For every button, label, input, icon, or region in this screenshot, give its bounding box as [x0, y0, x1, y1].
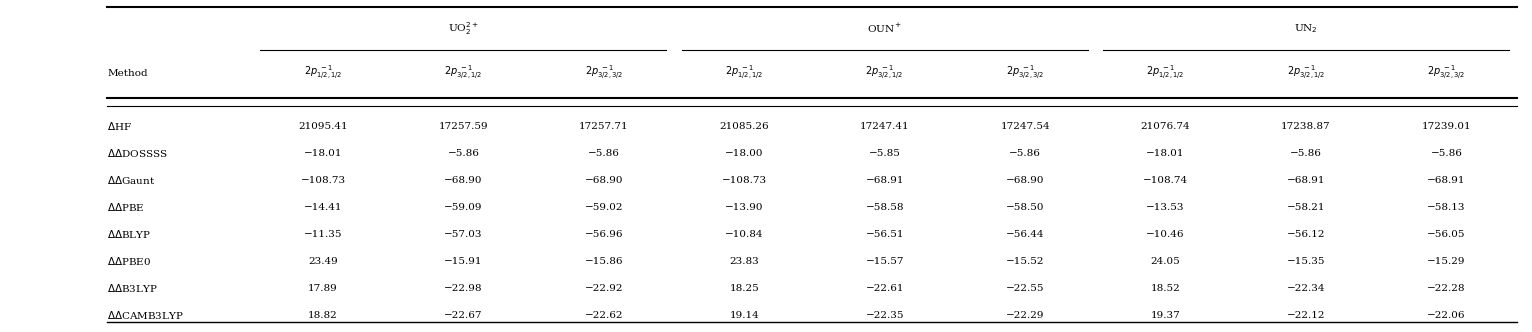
Text: −22.62: −22.62 [585, 311, 624, 320]
Text: −10.84: −10.84 [725, 230, 763, 239]
Text: −68.91: −68.91 [866, 176, 904, 185]
Text: −22.06: −22.06 [1428, 311, 1466, 320]
Text: −22.92: −22.92 [585, 284, 624, 293]
Text: 19.37: 19.37 [1151, 311, 1181, 320]
Text: −59.09: −59.09 [444, 203, 483, 212]
Text: −14.41: −14.41 [303, 203, 342, 212]
Text: 17247.41: 17247.41 [859, 122, 910, 131]
Text: −5.86: −5.86 [1290, 149, 1322, 158]
Text: −15.86: −15.86 [585, 257, 624, 266]
Text: −68.90: −68.90 [585, 176, 624, 185]
Text: −68.91: −68.91 [1428, 176, 1466, 185]
Text: −108.73: −108.73 [722, 176, 768, 185]
Text: 18.25: 18.25 [729, 284, 760, 293]
Text: −56.51: −56.51 [866, 230, 904, 239]
Text: $2p_{3/2,1/2}^{\ -1}$: $2p_{3/2,1/2}^{\ -1}$ [866, 64, 904, 82]
Text: UO$_2^{2+}$: UO$_2^{2+}$ [447, 20, 480, 37]
Text: $2p_{1/2,1/2}^{\ -1}$: $2p_{1/2,1/2}^{\ -1}$ [725, 64, 763, 82]
Text: −15.29: −15.29 [1428, 257, 1466, 266]
Text: −5.86: −5.86 [1431, 149, 1463, 158]
Text: −56.44: −56.44 [1007, 230, 1045, 239]
Text: −5.86: −5.86 [1010, 149, 1042, 158]
Text: −57.03: −57.03 [444, 230, 483, 239]
Text: −58.13: −58.13 [1428, 203, 1466, 212]
Text: −22.67: −22.67 [444, 311, 483, 320]
Text: −22.28: −22.28 [1428, 284, 1466, 293]
Text: −22.55: −22.55 [1007, 284, 1045, 293]
Text: −108.74: −108.74 [1143, 176, 1189, 185]
Text: $2p_{3/2,1/2}^{\ -1}$: $2p_{3/2,1/2}^{\ -1}$ [444, 64, 483, 82]
Text: 17257.71: 17257.71 [579, 122, 628, 131]
Text: OUN$^+$: OUN$^+$ [867, 22, 902, 35]
Text: −13.90: −13.90 [725, 203, 763, 212]
Text: −18.01: −18.01 [303, 149, 342, 158]
Text: 21076.74: 21076.74 [1141, 122, 1190, 131]
Text: −11.35: −11.35 [303, 230, 342, 239]
Text: $\Delta\Delta$PBE0: $\Delta\Delta$PBE0 [107, 255, 152, 267]
Text: $\Delta\Delta$DOSSSS: $\Delta\Delta$DOSSSS [107, 147, 169, 159]
Text: −68.90: −68.90 [1007, 176, 1045, 185]
Text: 17257.59: 17257.59 [438, 122, 489, 131]
Text: −22.98: −22.98 [444, 284, 483, 293]
Text: $\Delta\Delta$PBE: $\Delta\Delta$PBE [107, 201, 144, 213]
Text: −15.57: −15.57 [866, 257, 904, 266]
Text: −5.86: −5.86 [588, 149, 620, 158]
Text: 21085.26: 21085.26 [720, 122, 769, 131]
Text: 17.89: 17.89 [308, 284, 339, 293]
Text: $\Delta\Delta$BLYP: $\Delta\Delta$BLYP [107, 228, 152, 240]
Text: −5.86: −5.86 [447, 149, 480, 158]
Text: 17247.54: 17247.54 [1000, 122, 1049, 131]
Text: $2p_{1/2,1/2}^{\ -1}$: $2p_{1/2,1/2}^{\ -1}$ [303, 64, 342, 82]
Text: $\Delta$HF: $\Delta$HF [107, 121, 132, 132]
Text: −68.91: −68.91 [1287, 176, 1325, 185]
Text: 19.14: 19.14 [729, 311, 760, 320]
Text: −56.96: −56.96 [585, 230, 624, 239]
Text: $\Delta\Delta$B3LYP: $\Delta\Delta$B3LYP [107, 282, 158, 294]
Text: −15.35: −15.35 [1287, 257, 1325, 266]
Text: −18.01: −18.01 [1146, 149, 1184, 158]
Text: −15.91: −15.91 [444, 257, 483, 266]
Text: −22.12: −22.12 [1287, 311, 1325, 320]
Text: −22.29: −22.29 [1007, 311, 1045, 320]
Text: −22.61: −22.61 [866, 284, 904, 293]
Text: 24.05: 24.05 [1151, 257, 1181, 266]
Text: 18.82: 18.82 [308, 311, 339, 320]
Text: 21095.41: 21095.41 [299, 122, 348, 131]
Text: $2p_{3/2,3/2}^{\ -1}$: $2p_{3/2,3/2}^{\ -1}$ [1007, 64, 1045, 82]
Text: $\Delta\Delta$CAMB3LYP: $\Delta\Delta$CAMB3LYP [107, 309, 184, 321]
Text: −10.46: −10.46 [1146, 230, 1184, 239]
Text: −15.52: −15.52 [1007, 257, 1045, 266]
Text: −13.53: −13.53 [1146, 203, 1184, 212]
Text: 17239.01: 17239.01 [1422, 122, 1471, 131]
Text: $2p_{3/2,3/2}^{\ -1}$: $2p_{3/2,3/2}^{\ -1}$ [1428, 64, 1466, 82]
Text: −108.73: −108.73 [300, 176, 346, 185]
Text: −68.90: −68.90 [444, 176, 483, 185]
Text: $2p_{3/2,3/2}^{\ -1}$: $2p_{3/2,3/2}^{\ -1}$ [585, 64, 624, 82]
Text: 23.49: 23.49 [308, 257, 339, 266]
Text: −58.58: −58.58 [866, 203, 904, 212]
Text: −58.21: −58.21 [1287, 203, 1325, 212]
Text: $2p_{3/2,1/2}^{\ -1}$: $2p_{3/2,1/2}^{\ -1}$ [1287, 64, 1325, 82]
Text: 23.83: 23.83 [729, 257, 760, 266]
Text: −56.12: −56.12 [1287, 230, 1325, 239]
Text: −58.50: −58.50 [1007, 203, 1045, 212]
Text: $\Delta\Delta$Gaunt: $\Delta\Delta$Gaunt [107, 174, 155, 186]
Text: UN$_2$: UN$_2$ [1295, 22, 1318, 35]
Text: 18.52: 18.52 [1151, 284, 1181, 293]
Text: −18.00: −18.00 [725, 149, 763, 158]
Text: $2p_{1/2,1/2}^{\ -1}$: $2p_{1/2,1/2}^{\ -1}$ [1146, 64, 1184, 82]
Text: −22.34: −22.34 [1287, 284, 1325, 293]
Text: −22.35: −22.35 [866, 311, 904, 320]
Text: −59.02: −59.02 [585, 203, 624, 212]
Text: 17238.87: 17238.87 [1281, 122, 1331, 131]
Text: −56.05: −56.05 [1428, 230, 1466, 239]
Text: −5.85: −5.85 [869, 149, 901, 158]
Text: Method: Method [107, 68, 149, 78]
